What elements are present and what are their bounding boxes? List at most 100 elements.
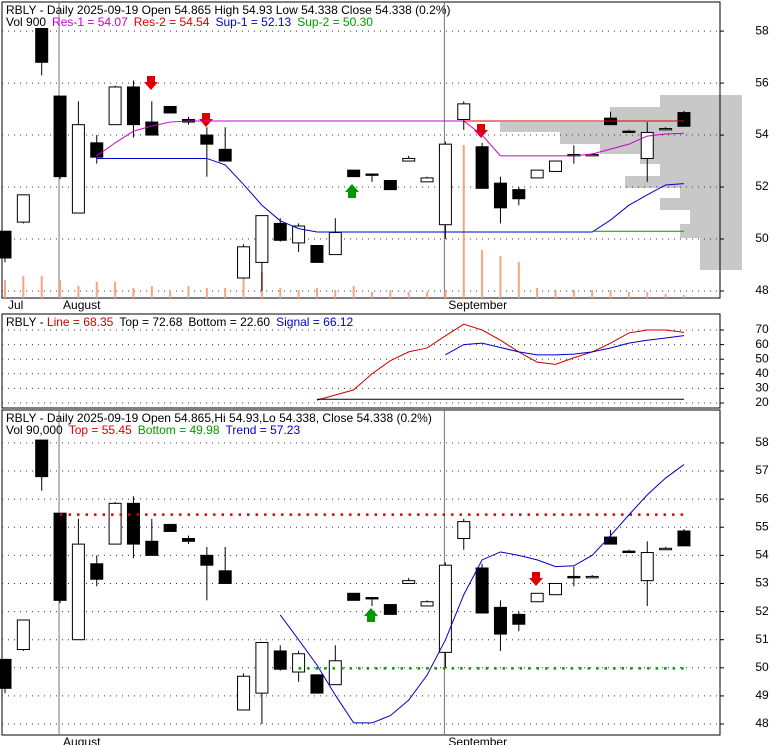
volume-bar [150, 286, 153, 298]
y-tick-label: 50 [755, 660, 769, 674]
candle-body [383, 604, 397, 615]
candle-body [512, 613, 526, 625]
legend-entry: Res-1 = 54.07 [52, 15, 128, 29]
candle-body [35, 28, 49, 63]
volume-bar [334, 290, 337, 298]
candle-body [457, 521, 471, 539]
volume-bar [481, 250, 484, 298]
y-tick-label: 40 [755, 366, 769, 380]
candle-body [402, 580, 416, 584]
candle-body [328, 232, 342, 256]
candle-body [347, 592, 361, 601]
candle-body [237, 246, 251, 279]
candle-body [273, 222, 287, 241]
candle-body [677, 530, 691, 547]
y-tick-label: 56 [755, 491, 769, 505]
candle-body [640, 131, 654, 159]
volume-bar [627, 292, 630, 298]
x-tick-label: Jul [8, 298, 23, 312]
y-tick-label: 70 [755, 322, 769, 336]
series-line [445, 335, 685, 356]
candle-body [71, 543, 85, 641]
candle-body [90, 142, 104, 158]
series-line [96, 157, 684, 233]
volume-bar [77, 286, 80, 298]
panel-frame [1, 409, 721, 736]
candle-body [530, 592, 544, 603]
legend-entry: Line = 68.35 [47, 315, 114, 329]
candle-body [512, 189, 526, 200]
candle-body [567, 575, 581, 579]
volume-bar [554, 290, 557, 298]
volume-bar [536, 288, 539, 298]
volume-bar [499, 256, 502, 298]
y-tick-label: 50 [755, 351, 769, 365]
volume-bar [517, 262, 520, 298]
legend-entry: Top = 55.45 [69, 423, 132, 437]
volume-bar [591, 290, 594, 298]
candle-body [218, 148, 232, 162]
y-tick-label: 50 [755, 231, 769, 245]
candle-body [200, 134, 214, 145]
candle-body [182, 537, 195, 542]
candle-body [438, 564, 452, 653]
candle-body [163, 523, 177, 532]
candle-body [328, 660, 342, 686]
y-tick-label: 51 [755, 632, 769, 646]
candle-body [0, 230, 12, 259]
panel-legend: Vol 900 Res-1 = 54.07 Res-2 = 54.54 Sup-1 =… [6, 15, 373, 29]
candle-body [0, 658, 12, 689]
legend-entry: Res-2 = 54.54 [134, 15, 210, 29]
y-tick-label: 54 [755, 548, 769, 562]
candle-body [35, 439, 49, 478]
series-line [96, 120, 684, 157]
legend-entry: Bottom = 22.60 [188, 315, 270, 329]
candle-body [16, 619, 30, 651]
volume-bar [646, 292, 649, 298]
candle-body [145, 121, 159, 136]
candle-body [659, 128, 673, 131]
panel-frame [1, 313, 721, 409]
x-tick-label: August [63, 298, 101, 312]
volume-bar [462, 145, 465, 298]
candle-body [126, 502, 140, 545]
candle-body [16, 194, 30, 223]
candle-body [585, 575, 599, 579]
candle-body [659, 547, 673, 551]
candle-body [438, 143, 452, 226]
candle-body [585, 154, 599, 157]
candle-body [237, 675, 251, 711]
candle-body [145, 540, 159, 556]
x-tick-label: September [448, 298, 507, 312]
volume-bar [572, 290, 575, 298]
y-tick-label: 52 [755, 604, 769, 618]
y-tick-label: 20 [755, 395, 769, 409]
candle-body [273, 650, 287, 670]
volume-bar [609, 290, 612, 298]
candle-body [383, 180, 397, 191]
candle-body [53, 512, 67, 601]
y-tick-label: 53 [755, 576, 769, 590]
candle-body [475, 567, 489, 614]
y-tick-label: 54 [755, 127, 769, 141]
candle-body [493, 606, 507, 635]
legend-entry: Trend = 57.23 [226, 423, 301, 437]
candle-body [622, 550, 636, 554]
y-tick-label: 58 [755, 23, 769, 37]
volume-bar [95, 282, 98, 298]
volume-bar [371, 292, 373, 298]
volume-bar [242, 270, 245, 298]
candle-body [292, 225, 306, 244]
candle-body [365, 597, 379, 600]
volume-bar [279, 288, 282, 298]
candle-body [420, 601, 434, 607]
volume-bar [224, 288, 227, 298]
volume-bar [444, 290, 447, 298]
candle-body [218, 570, 232, 584]
candle-body [108, 502, 122, 545]
volume-bar [297, 290, 300, 298]
candle-body [53, 95, 67, 178]
volume-bar [315, 288, 318, 298]
volume-label: Vol 900 [6, 15, 46, 29]
candle-body [347, 169, 361, 178]
